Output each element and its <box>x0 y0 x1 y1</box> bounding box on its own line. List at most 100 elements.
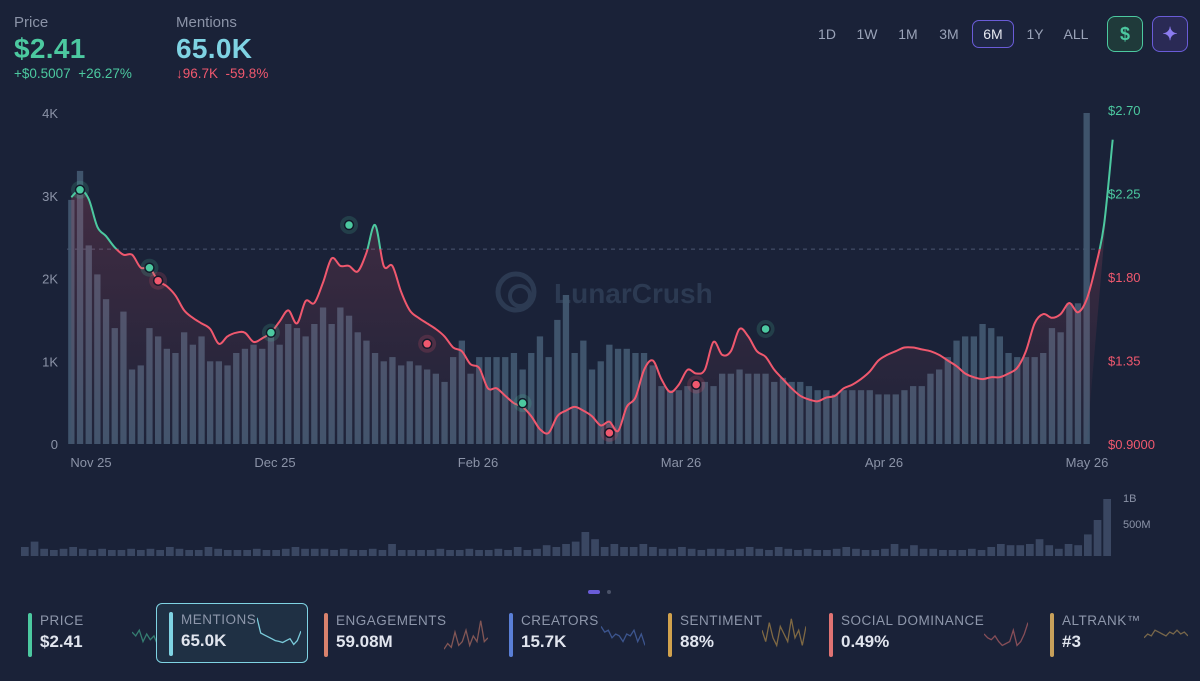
metric-value: 65.0K <box>181 631 227 650</box>
metric-color-bar <box>1050 613 1054 657</box>
mentions-bar <box>571 353 578 444</box>
price-value: $2.41 <box>14 33 86 64</box>
y-right-tick-label: $1.35 <box>1108 354 1141 369</box>
metric-color-bar <box>324 613 328 657</box>
volume-bar <box>156 550 164 556</box>
ai-button[interactable]: ✦ <box>1152 16 1188 52</box>
volume-bar <box>484 550 493 556</box>
volume-bar <box>1026 544 1034 556</box>
metric-sparkline <box>1144 629 1188 639</box>
volume-bar <box>842 547 851 556</box>
x-tick-label: Dec 25 <box>254 455 295 470</box>
volume-bar <box>1055 548 1063 556</box>
metric-card-price[interactable]: PRICE $2.41 <box>28 603 176 663</box>
metric-value: 0.49% <box>841 632 890 651</box>
volume-bar <box>475 550 483 556</box>
mentions-bar <box>536 336 544 444</box>
price-marker <box>144 262 155 273</box>
volume-bar <box>571 541 580 556</box>
metric-card-altrank[interactable]: ALTRANK™ #3 <box>1050 603 1190 663</box>
volume-bar <box>890 544 899 556</box>
volume-axis-label: 1B <box>1123 493 1136 505</box>
watermark-text: LunarCrush <box>554 278 713 309</box>
volume-bar <box>813 550 822 556</box>
volume-bar <box>330 550 338 556</box>
volume-bar <box>987 547 996 556</box>
volume-bar <box>745 547 754 556</box>
main-chart[interactable]: LunarCrush 0 1K 2K 3K 4K $0.9000 $1.35 $1.80 $2.… <box>0 0 1200 600</box>
metric-value: 59.08M <box>336 632 393 651</box>
volume-bar <box>281 548 290 556</box>
timeframe-1y-button[interactable]: 1Y <box>1026 26 1044 42</box>
mentions-value: 65.0K <box>176 33 253 64</box>
metric-card-mentions[interactable]: MENTIONS 65.0K <box>156 603 308 663</box>
metric-name: CREATORS <box>521 613 599 628</box>
volume-bar <box>823 550 831 556</box>
mentions-change-abs: ↓96.7K <box>176 66 219 81</box>
volume-bar <box>359 550 367 556</box>
pagination-dot[interactable] <box>607 590 611 594</box>
volume-bar <box>301 548 309 556</box>
currency-toggle-button[interactable]: $ <box>1107 16 1143 52</box>
volume-bar <box>649 547 657 556</box>
volume-bar <box>755 548 764 556</box>
volume-bar <box>1074 545 1082 556</box>
volume-bar <box>765 550 773 556</box>
metric-card-social-dominance[interactable]: SOCIAL DOMINANCE 0.49% <box>829 603 1029 663</box>
timeframe-6m-button[interactable]: 6M <box>972 20 1014 48</box>
price-marker <box>421 338 433 350</box>
x-tick-label: Nov 25 <box>70 455 111 470</box>
volume-bar <box>407 550 416 556</box>
volume-bar <box>310 548 319 556</box>
mentions-change: ↓96.7K -59.8% <box>176 66 268 81</box>
mentions-bar <box>588 369 596 444</box>
volume-bar <box>1045 545 1054 556</box>
volume-bar <box>272 550 280 556</box>
timeframe-3m-button[interactable]: 3M <box>939 26 959 42</box>
pagination-dot-active[interactable] <box>588 590 600 594</box>
price-stat: Price $2.41 +$0.5007 +26.27% <box>14 14 132 81</box>
metric-card-creators[interactable]: CREATORS 15.7K <box>509 603 659 663</box>
volume-bar <box>349 550 358 556</box>
volume-bar <box>620 547 628 556</box>
metric-color-bar <box>28 613 32 657</box>
volume-bar <box>455 550 464 556</box>
volume-bar <box>958 550 967 556</box>
timeframe-1m-button[interactable]: 1M <box>898 26 918 42</box>
volume-bar <box>861 550 870 556</box>
price-marker <box>265 327 277 338</box>
metric-name: PRICE <box>40 613 84 628</box>
volume-bar <box>1093 520 1102 556</box>
metric-card-engagements[interactable]: ENGAGEMENTS 59.08M <box>324 603 494 663</box>
volume-bar <box>1006 545 1015 556</box>
volume-bar <box>146 548 155 556</box>
volume-bar <box>262 550 271 556</box>
timeframe-1w-button[interactable]: 1W <box>856 26 878 42</box>
volume-bar <box>726 550 735 556</box>
volume-bar <box>533 548 541 556</box>
y-left-tick-label: 4K <box>42 106 58 121</box>
y-right-tick-label: $2.70 <box>1108 103 1141 118</box>
volume-bar <box>252 548 261 556</box>
metric-sparkline <box>984 622 1028 647</box>
volume-bar <box>852 548 860 556</box>
volume-bar <box>98 548 106 556</box>
mentions-bar <box>623 348 630 444</box>
price-marker <box>152 275 164 286</box>
volume-bar <box>59 548 68 556</box>
metric-sparkline <box>762 618 806 648</box>
metric-sparkline <box>444 620 488 650</box>
metric-name: SENTIMENT <box>680 613 763 628</box>
volume-bar <box>175 548 184 556</box>
metric-color-bar <box>668 613 672 657</box>
metric-card-sentiment[interactable]: SENTIMENT 88% <box>668 603 816 663</box>
volume-axis-label: 500M <box>1123 519 1151 531</box>
volume-bar <box>214 548 222 556</box>
timeframe-1d-button[interactable]: 1D <box>818 26 836 42</box>
timeframe-all-button[interactable]: ALL <box>1063 26 1089 42</box>
volume-bar <box>504 550 512 556</box>
volume-bar <box>397 550 406 556</box>
volume-bar <box>40 548 48 556</box>
y-left-tick-label: 2K <box>42 272 58 287</box>
sparkle-icon: ✦ <box>1162 23 1178 44</box>
